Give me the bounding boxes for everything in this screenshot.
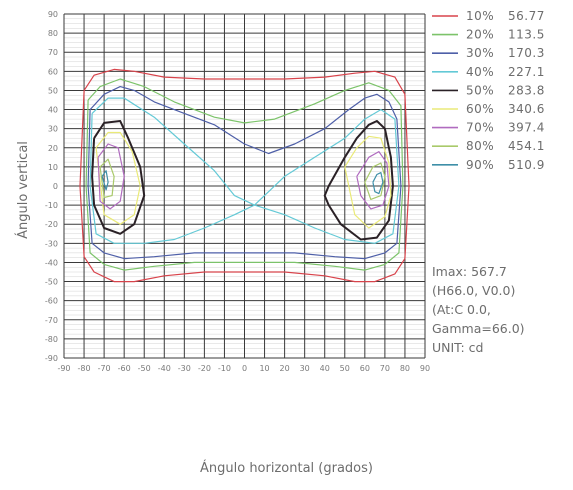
x-tick-label: 90 xyxy=(420,364,430,373)
y-tick-label: 90 xyxy=(48,10,58,19)
legend-item: 90% 510.9 xyxy=(432,158,545,172)
y-tick-label: -40 xyxy=(45,258,58,267)
legend-percent: 70% xyxy=(466,121,494,135)
legend-item: 30% 170.3 xyxy=(432,46,545,60)
legend-percent: 50% xyxy=(466,83,494,97)
isoline-90pct xyxy=(101,170,109,191)
legend-value: 227.1 xyxy=(508,65,545,79)
legend-item: 80% 454.1 xyxy=(432,139,545,153)
isoline-80pct-right xyxy=(364,162,386,200)
legend-value: 56.77 xyxy=(508,9,545,23)
x-tick-label: -30 xyxy=(178,364,191,373)
legend-value: 283.8 xyxy=(508,83,545,97)
y-tick-label: -80 xyxy=(45,335,58,344)
legend-value: 510.9 xyxy=(508,158,545,172)
x-axis-label: Ángulo horizontal (grados) xyxy=(200,461,373,476)
y-tick-label: 60 xyxy=(48,67,58,76)
isoline-20pct xyxy=(85,78,404,271)
legend-item: 10% 56.77 xyxy=(432,9,545,23)
isoline-70pct-right xyxy=(356,151,390,210)
legend-percent: 80% xyxy=(466,139,494,153)
legend-item: 60% 340.6 xyxy=(432,102,545,116)
x-tick-label: 30 xyxy=(300,364,310,373)
isoline-90pct-right xyxy=(372,172,384,195)
isoline-80pct xyxy=(99,158,115,199)
y-tick-label: -60 xyxy=(45,297,58,306)
legend-value: 113.5 xyxy=(508,28,545,42)
x-tick-label: 50 xyxy=(340,364,350,373)
x-tick-label: -10 xyxy=(218,364,231,373)
info-unit: UNIT: cd xyxy=(432,340,484,355)
isoline-50pct-right xyxy=(323,120,394,241)
legend-item: 20% 113.5 xyxy=(432,28,545,42)
y-tick-label: 30 xyxy=(48,125,58,134)
x-tick-label: 60 xyxy=(360,364,370,373)
y-tick-label: 10 xyxy=(48,163,58,172)
x-tick-label: -80 xyxy=(78,364,91,373)
legend-value: 340.6 xyxy=(508,102,545,116)
y-tick-label: 70 xyxy=(48,48,58,57)
y-tick-label: -10 xyxy=(45,201,58,210)
x-tick-label: -90 xyxy=(57,364,70,373)
legend-percent: 60% xyxy=(466,102,494,116)
x-tick-label: -40 xyxy=(158,364,171,373)
legend-percent: 40% xyxy=(466,65,494,79)
info-imax: Imax: 567.7 xyxy=(432,264,507,279)
legend-percent: 30% xyxy=(466,46,494,60)
x-tick-label: -70 xyxy=(98,364,111,373)
x-tick-label: -20 xyxy=(198,364,211,373)
y-tick-label: -90 xyxy=(45,354,58,363)
legend-percent: 10% xyxy=(466,9,494,23)
y-tick-label: 0 xyxy=(53,182,58,191)
info-position: (H66.0, V0.0) xyxy=(432,283,516,298)
y-tick-label: -30 xyxy=(45,239,58,248)
isoline-40pct xyxy=(89,97,400,244)
chart-legend: 10% 56.77 20% 113.5 30% 170.3 40% 227.1 50% 283.8… xyxy=(432,9,545,172)
chart-ticks: 90 80 70 60 50 40 30 20 10 0 -10 -20 -30 -40 -50 -60 -70… xyxy=(45,10,430,373)
chart-grid xyxy=(63,13,426,359)
x-tick-label: 80 xyxy=(400,364,410,373)
x-tick-label: 70 xyxy=(380,364,390,373)
legend-item: 50% 283.8 xyxy=(432,83,545,97)
info-gamma: Gamma=66.0) xyxy=(432,321,525,336)
legend-percent: 90% xyxy=(466,158,494,172)
x-tick-label: 10 xyxy=(259,364,269,373)
isoline-10pct xyxy=(79,68,410,283)
info-angle: (At:C 0.0, xyxy=(432,302,491,317)
legend-value: 170.3 xyxy=(508,46,545,60)
y-tick-label: -20 xyxy=(45,220,58,229)
y-tick-label: 40 xyxy=(48,106,58,115)
x-tick-label: -60 xyxy=(118,364,131,373)
isoline-30pct xyxy=(87,86,402,260)
x-tick-label: 20 xyxy=(280,364,290,373)
y-tick-label: 20 xyxy=(48,144,58,153)
isoline-50pct xyxy=(91,120,146,235)
y-tick-label: 50 xyxy=(48,86,58,95)
isoline-60pct-right xyxy=(344,135,392,229)
legend-percent: 20% xyxy=(466,28,494,42)
legend-item: 70% 397.4 xyxy=(432,121,545,135)
chart-curves xyxy=(79,68,410,283)
legend-value: 397.4 xyxy=(508,121,545,135)
x-tick-label: -50 xyxy=(138,364,151,373)
legend-item: 40% 227.1 xyxy=(432,65,545,79)
legend-value: 454.1 xyxy=(508,139,545,153)
isoline-60pct xyxy=(95,131,141,225)
x-tick-label: 0 xyxy=(242,364,247,373)
y-tick-label: -50 xyxy=(45,278,58,287)
y-axis-label: Ángulo vertical xyxy=(15,141,31,239)
photometric-info: Imax: 567.7 (H66.0, V0.0) (At:C 0.0, Gam… xyxy=(432,262,525,357)
x-tick-label: 40 xyxy=(320,364,330,373)
isoline-70pct xyxy=(97,143,125,210)
y-tick-label: 80 xyxy=(48,29,58,38)
y-tick-label: -70 xyxy=(45,316,58,325)
